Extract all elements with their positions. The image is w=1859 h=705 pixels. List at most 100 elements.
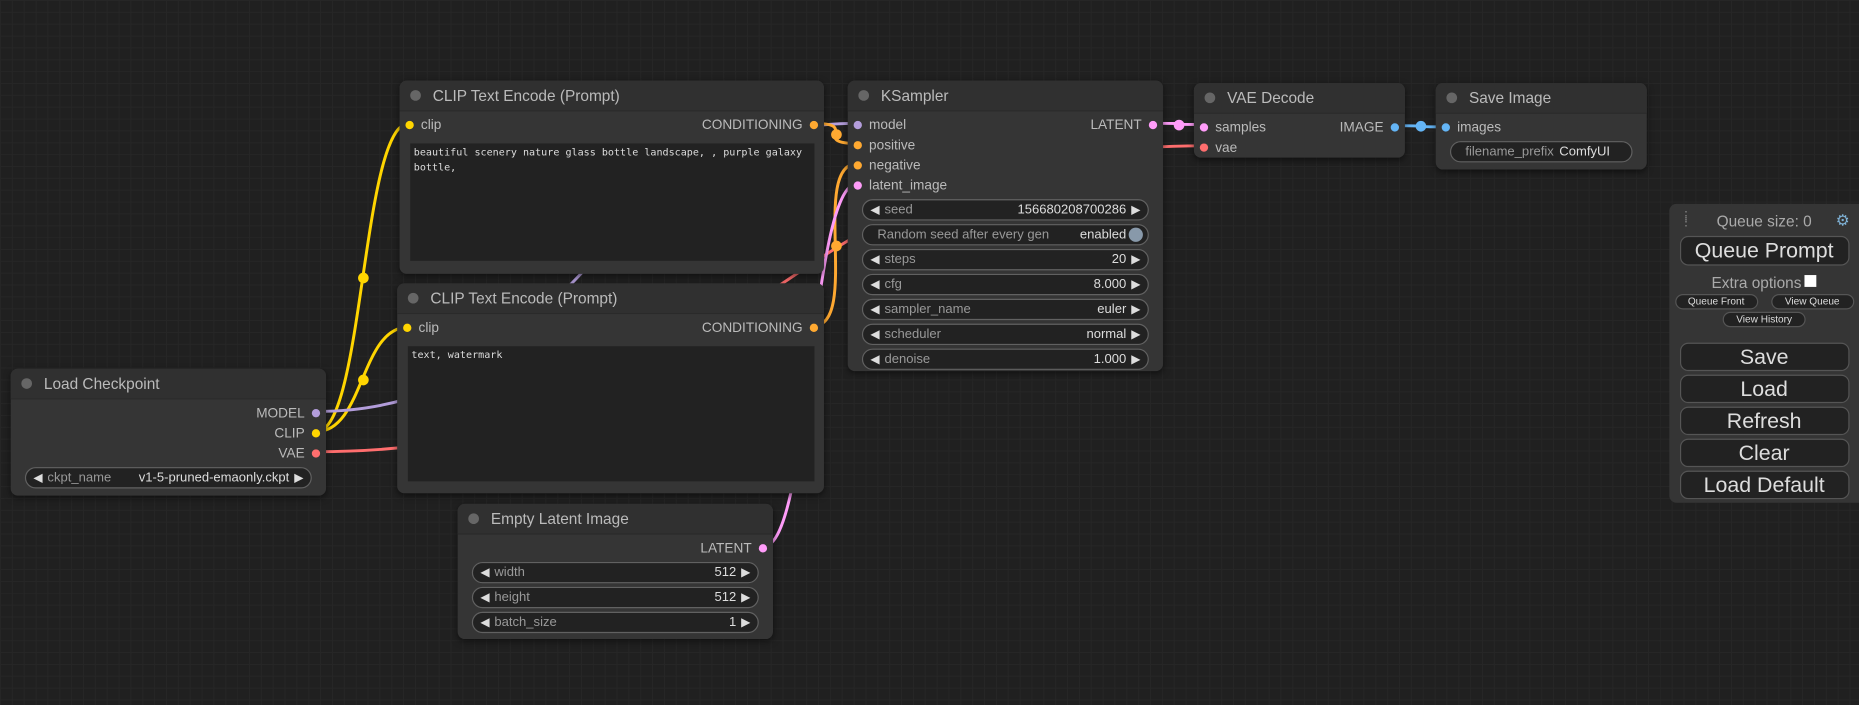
link-center-marker[interactable]: [357, 272, 369, 283]
image-pin-icon[interactable]: [1441, 123, 1450, 132]
output-slot-latent[interactable]: LATENT: [615, 538, 773, 558]
node-ckpt[interactable]: Load Checkpoint MODEL CLIP VAE ◀ ckpt_name v1-…: [10, 368, 327, 496]
widget-sampler-name[interactable]: ◀ sampler_name euler ▶: [861, 298, 1149, 321]
load-button[interactable]: Load: [1679, 374, 1849, 404]
widget-ckpt-name[interactable]: ◀ ckpt_name v1-5-pruned-emaonly.ckpt ▶: [24, 467, 312, 489]
node-title-bar[interactable]: KSampler: [847, 80, 1164, 112]
link-center-marker[interactable]: [830, 128, 842, 140]
conditioning-pin-icon[interactable]: [853, 161, 862, 170]
clip-pin-icon[interactable]: [403, 323, 412, 332]
node-title-bar[interactable]: CLIP Text Encode (Prompt): [397, 283, 824, 315]
decrement-arrow-icon[interactable]: ◀: [870, 302, 880, 316]
link-center-marker[interactable]: [1173, 119, 1184, 130]
widget-random-seed-after-every-gen[interactable]: Random seed after every gen enabled: [861, 224, 1149, 246]
widget-height[interactable]: ◀ height 512 ▶: [471, 586, 759, 609]
collapse-dot-icon[interactable]: [1204, 92, 1216, 104]
load-default-button[interactable]: Load Default: [1679, 470, 1849, 500]
conditioning-pin-icon[interactable]: [809, 323, 819, 332]
increment-arrow-icon[interactable]: ▶: [741, 566, 751, 580]
extra-options-checkbox[interactable]: [1804, 275, 1817, 287]
clear-button[interactable]: Clear: [1679, 438, 1849, 468]
decrement-arrow-icon[interactable]: ◀: [480, 615, 490, 629]
conditioning-pin-icon[interactable]: [853, 141, 862, 150]
node-title-bar[interactable]: Empty Latent Image: [457, 503, 774, 535]
widget-steps[interactable]: ◀ steps 20 ▶: [861, 248, 1149, 271]
latent-pin-icon[interactable]: [1148, 120, 1158, 130]
decrement-arrow-icon[interactable]: ◀: [870, 352, 880, 366]
decrement-arrow-icon[interactable]: ◀: [480, 566, 490, 580]
output-slot-image[interactable]: IMAGE: [1299, 117, 1405, 137]
collapse-dot-icon[interactable]: [858, 90, 870, 101]
widget-cfg[interactable]: ◀ cfg 8.000 ▶: [861, 273, 1149, 296]
drag-handle-icon[interactable]: ⋮ ⋮: [1679, 209, 1692, 229]
toggle-knob-icon[interactable]: [1128, 227, 1143, 242]
input-slot-positive[interactable]: positive: [848, 135, 1006, 155]
decrement-arrow-icon[interactable]: ◀: [870, 327, 880, 341]
latent-pin-icon[interactable]: [853, 181, 862, 190]
decrement-arrow-icon[interactable]: ◀: [870, 278, 880, 292]
output-slot-latent[interactable]: LATENT: [1005, 115, 1163, 135]
image-pin-icon[interactable]: [1390, 123, 1399, 132]
output-slot-model[interactable]: MODEL: [168, 403, 326, 423]
node-ksampler[interactable]: KSampler model positive negative latent_imag…: [847, 80, 1164, 372]
prompt-textarea[interactable]: text, watermark: [407, 346, 815, 482]
increment-arrow-icon[interactable]: ▶: [1131, 302, 1141, 316]
decrement-arrow-icon[interactable]: ◀: [870, 203, 880, 217]
input-slot-latent_image[interactable]: latent_image: [848, 175, 1006, 195]
output-slot-conditioning[interactable]: CONDITIONING: [611, 318, 824, 338]
increment-arrow-icon[interactable]: ▶: [294, 471, 304, 485]
increment-arrow-icon[interactable]: ▶: [1131, 253, 1141, 267]
refresh-button[interactable]: Refresh: [1679, 406, 1849, 436]
input-slot-negative[interactable]: negative: [848, 155, 1006, 175]
input-slot-samples[interactable]: samples: [1194, 117, 1300, 137]
decrement-arrow-icon[interactable]: ◀: [33, 471, 43, 485]
widget-scheduler[interactable]: ◀ scheduler normal ▶: [861, 323, 1149, 346]
input-slot-clip[interactable]: clip: [397, 318, 610, 338]
increment-arrow-icon[interactable]: ▶: [1131, 327, 1141, 341]
input-slot-clip[interactable]: clip: [400, 115, 612, 135]
node-vaedecode[interactable]: VAE Decode samples vae IMAGE: [1193, 82, 1405, 158]
gear-icon[interactable]: ⚙: [1835, 211, 1850, 229]
model-pin-icon[interactable]: [311, 409, 321, 418]
output-slot-conditioning[interactable]: CONDITIONING: [612, 115, 824, 135]
latent-pin-icon[interactable]: [1199, 123, 1209, 132]
decrement-arrow-icon[interactable]: ◀: [480, 591, 490, 605]
widget-width[interactable]: ◀ width 512 ▶: [471, 561, 759, 584]
input-slot-images[interactable]: images: [1436, 117, 1542, 137]
decrement-arrow-icon[interactable]: ◀: [870, 253, 880, 267]
model-pin-icon[interactable]: [853, 120, 862, 130]
node-saveimage[interactable]: Save Image images filename_prefix ComfyUI: [1435, 82, 1647, 170]
node-title-bar[interactable]: VAE Decode: [1193, 82, 1405, 114]
output-slot-clip[interactable]: CLIP: [168, 423, 326, 443]
view-history-button[interactable]: View History: [1722, 311, 1806, 328]
increment-arrow-icon[interactable]: ▶: [1131, 278, 1141, 292]
view-queue-button[interactable]: View Queue: [1770, 294, 1854, 310]
latent-pin-icon[interactable]: [758, 544, 768, 553]
vae-pin-icon[interactable]: [1199, 143, 1209, 152]
vae-pin-icon[interactable]: [311, 449, 321, 458]
conditioning-pin-icon[interactable]: [809, 120, 819, 130]
link-center-marker[interactable]: [830, 240, 842, 251]
increment-arrow-icon[interactable]: ▶: [1131, 352, 1141, 366]
prompt-textarea[interactable]: beautiful scenery nature glass bottle la…: [410, 143, 815, 261]
widget-batch-size[interactable]: ◀ batch_size 1 ▶: [471, 611, 759, 634]
input-slot-vae[interactable]: vae: [1194, 138, 1300, 158]
node-title-bar[interactable]: Load Checkpoint: [10, 368, 327, 400]
node-title-bar[interactable]: CLIP Text Encode (Prompt): [399, 80, 824, 112]
save-button[interactable]: Save: [1679, 342, 1849, 372]
collapse-dot-icon[interactable]: [1446, 92, 1458, 104]
clip-pin-icon[interactable]: [405, 120, 414, 130]
widget-seed[interactable]: ◀ seed 156680208700286 ▶: [861, 199, 1149, 221]
node-title-bar[interactable]: Save Image: [1435, 82, 1647, 114]
widget-filename-prefix[interactable]: filename_prefix ComfyUI: [1449, 141, 1633, 163]
link-center-marker[interactable]: [1415, 120, 1426, 132]
queue-front-button[interactable]: Queue Front: [1674, 294, 1758, 310]
link-center-marker[interactable]: [357, 374, 369, 385]
queue-prompt-button[interactable]: Queue Prompt: [1679, 235, 1849, 266]
widget-denoise[interactable]: ◀ denoise 1.000 ▶: [861, 348, 1149, 370]
collapse-dot-icon[interactable]: [468, 513, 479, 525]
increment-arrow-icon[interactable]: ▶: [1131, 203, 1141, 217]
collapse-dot-icon[interactable]: [407, 292, 419, 304]
clip-pin-icon[interactable]: [311, 429, 321, 438]
